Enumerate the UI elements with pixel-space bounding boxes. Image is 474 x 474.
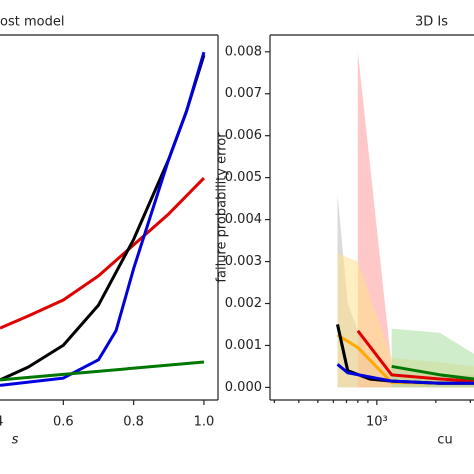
- y-tick-label: 0.007: [225, 86, 262, 101]
- x-tick-label: 0.6: [53, 415, 74, 430]
- y-tick-label: 0.001: [225, 338, 262, 353]
- x-tick-label: 0.4: [0, 415, 3, 430]
- y-tick-label: 0.002: [225, 296, 262, 311]
- x-axis-label: s: [12, 433, 19, 448]
- y-tick-label: 0.008: [225, 44, 262, 59]
- line: [0, 51, 206, 387]
- x-axis-label: cu: [437, 433, 452, 448]
- y-tick-label: 0.003: [225, 254, 262, 269]
- x-tick-label: 10³: [366, 415, 388, 430]
- line: [356, 329, 474, 383]
- line: [336, 363, 474, 385]
- line: [0, 360, 205, 382]
- confidence-band: [337, 253, 474, 388]
- confidence-band: [391, 328, 474, 388]
- y-axis-label: failure probability error: [215, 132, 230, 283]
- y-tick-label: 0.005: [225, 170, 262, 185]
- x-tick-label: 1.0: [194, 415, 215, 430]
- y-tick-label: 0.006: [225, 128, 262, 143]
- plot-area: [336, 51, 474, 388]
- y-tick-label: 0.004: [225, 212, 262, 227]
- x-tick-label: 0.8: [123, 415, 144, 430]
- y-tick-label: 0.000: [225, 380, 262, 395]
- chart-title: ost model: [0, 15, 64, 30]
- line: [0, 54, 206, 382]
- plot-area: [0, 51, 206, 387]
- line: [391, 364, 474, 381]
- chart-title: 3D Is: [415, 15, 448, 30]
- line: [0, 177, 206, 330]
